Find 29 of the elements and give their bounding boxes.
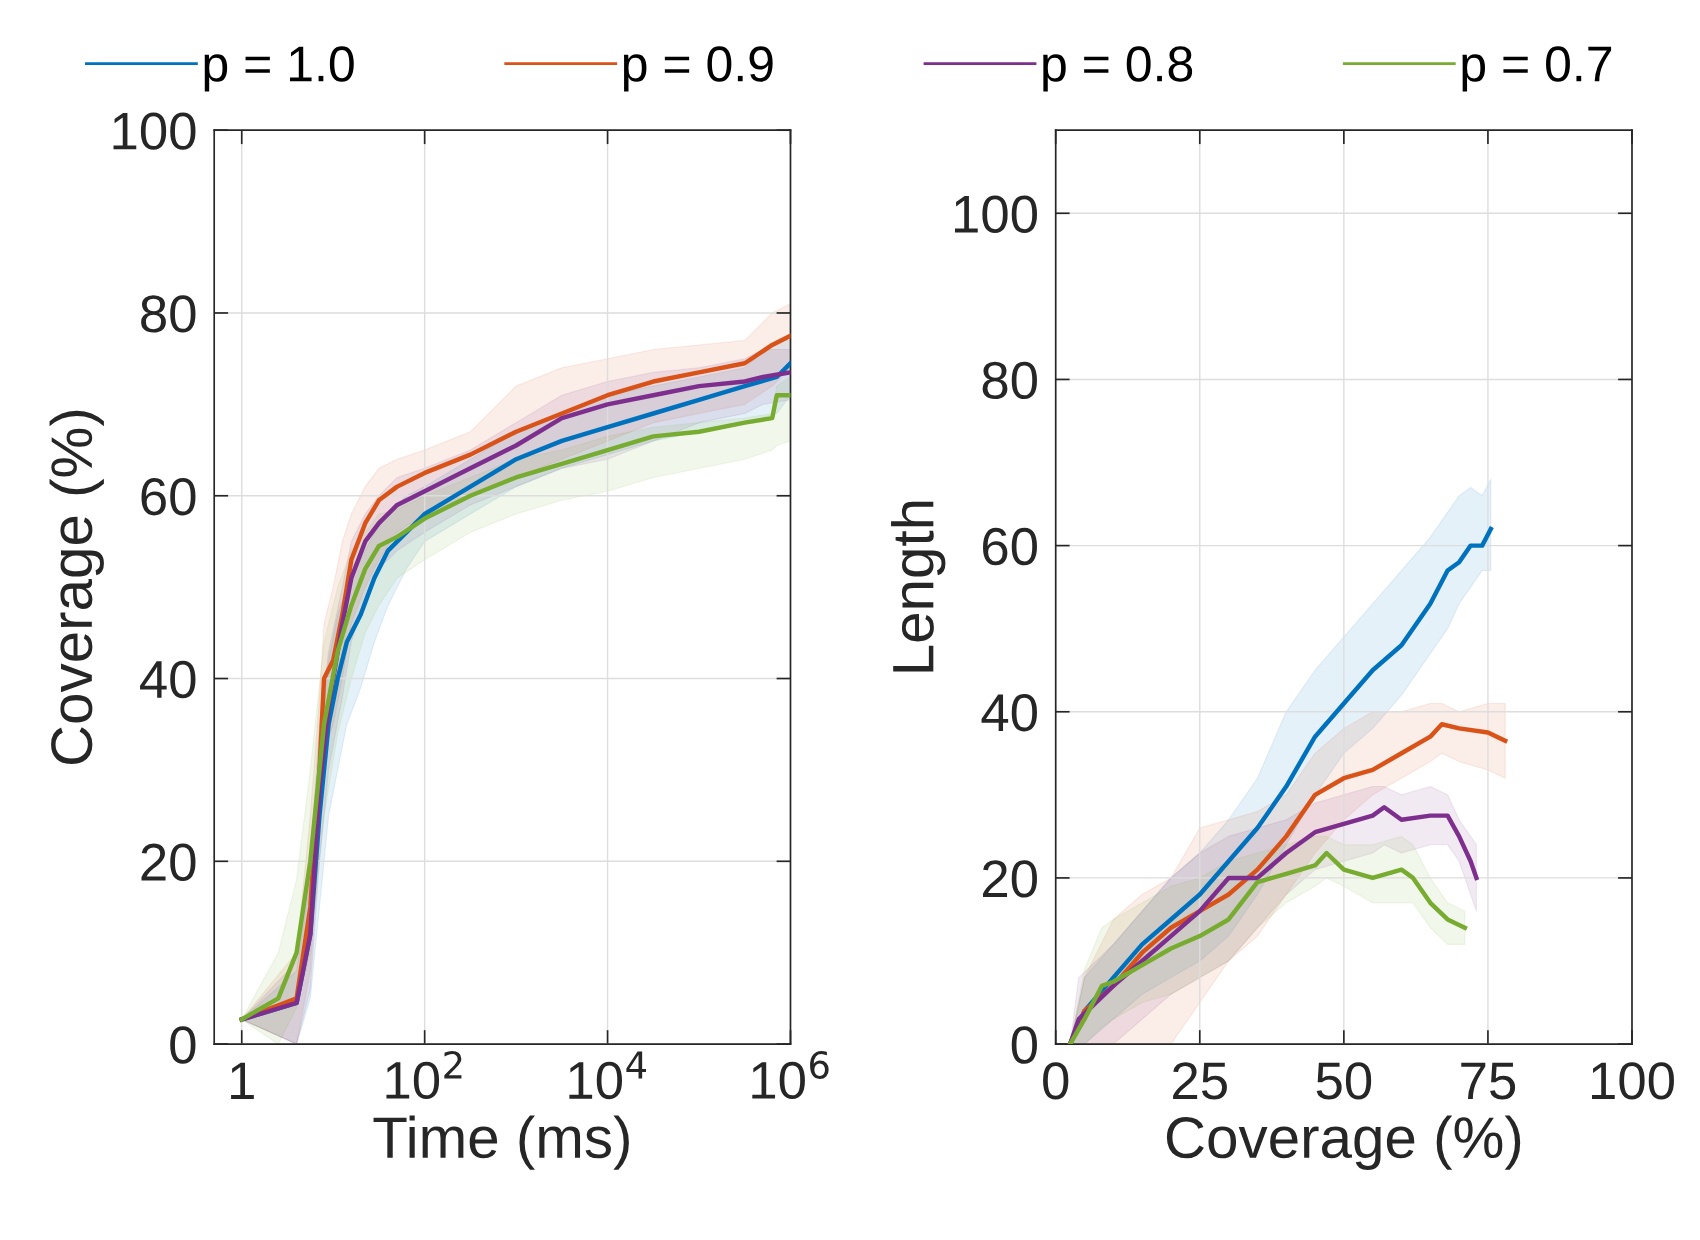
y-tick-label: 20 [982, 860, 1037, 898]
y-tick-label: 20 [141, 843, 196, 881]
legend-label: p = 0.9 [623, 46, 773, 92]
y-axis-title: Coverage (%) [49, 410, 104, 765]
x-tick-label: 25 [1173, 1062, 1227, 1100]
x-tick-label: 50 [1316, 1062, 1372, 1100]
x-axis-title: Time (ms) [373, 1115, 629, 1170]
legend-label: p = 0.8 [1043, 46, 1193, 92]
y-tick-label: 40 [981, 694, 1037, 732]
x-tick-label: 10$^{4}$ [569, 1051, 646, 1100]
y-tick-label: 100 [955, 195, 1037, 233]
x-axis-title: Coverage (%) [1166, 1115, 1521, 1170]
y-tick-label: 0 [1011, 1026, 1037, 1064]
x-tick-label: 10$^{6}$ [752, 1050, 829, 1100]
x-tick-label: 10$^{2}$ [386, 1050, 462, 1100]
x-tick-label: 0 [1043, 1062, 1069, 1100]
y-tick-label: 80 [982, 361, 1037, 400]
y-axis-title: Length [891, 501, 946, 672]
y-tick-label: 0 [170, 1026, 196, 1064]
x-tick-label: 100 [1592, 1062, 1674, 1100]
y-tick-label: 80 [141, 295, 196, 333]
legend-label: p = 0.7 [1462, 46, 1612, 92]
x-tick-label: 75 [1461, 1062, 1516, 1100]
x-tick-label: 1 [231, 1062, 254, 1099]
y-tick-label: 60 [983, 527, 1037, 566]
y-tick-label: 60 [141, 478, 196, 516]
legend-label: p = 1.0 [204, 46, 354, 92]
y-tick-label: 100 [113, 112, 196, 150]
y-tick-label: 40 [140, 660, 196, 699]
